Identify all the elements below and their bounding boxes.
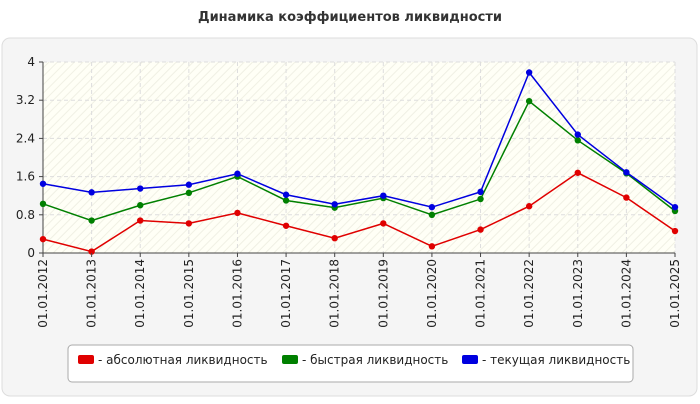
point: [39, 180, 47, 187]
point: [574, 169, 581, 176]
point: [282, 222, 290, 229]
x-tick-label: 01.01.2016: [230, 259, 244, 328]
point: [88, 189, 95, 196]
point: [477, 195, 484, 203]
legend-swatch: [78, 355, 94, 364]
x-tick-label: 01.01.2020: [425, 259, 439, 328]
x-tick-label: 01.01.2019: [376, 259, 390, 328]
point: [137, 185, 144, 192]
point: [282, 191, 290, 198]
point: [428, 203, 436, 211]
y-tick-label: 1.6: [16, 170, 35, 184]
point: [185, 220, 193, 227]
legend-label: - текущая ликвидность: [482, 353, 630, 367]
series-line: [42, 99, 676, 222]
point: [137, 202, 144, 209]
point: [380, 220, 387, 227]
point: [428, 211, 436, 218]
y-tick-label: 0.8: [16, 208, 35, 222]
point: [671, 227, 679, 235]
point: [39, 200, 47, 208]
point: [88, 217, 95, 224]
x-tick-label: 01.01.2023: [571, 259, 585, 328]
point: [525, 97, 533, 105]
chart-title: Динамика коэффициентов ликвидности: [198, 10, 502, 25]
x-tick-label: 01.01.2022: [522, 259, 536, 328]
point: [477, 188, 484, 196]
point: [137, 217, 144, 224]
x-tick-label: 01.01.2012: [36, 259, 50, 328]
x-tick-label: 01.01.2025: [668, 259, 682, 328]
point: [185, 181, 193, 188]
legend: [67, 344, 634, 383]
x-tick-label: 01.01.2014: [133, 259, 147, 328]
point: [331, 234, 338, 242]
point: [574, 137, 581, 144]
point: [39, 235, 47, 243]
series-line: [42, 71, 676, 208]
point: [623, 169, 630, 176]
x-tick-label: 01.01.2018: [328, 259, 342, 328]
point: [525, 69, 533, 76]
point: [428, 243, 436, 250]
legend-label: - быстрая ликвидность: [302, 353, 448, 367]
legend-swatch: [462, 355, 478, 364]
point: [380, 192, 387, 199]
x-tick-label: 01.01.2024: [619, 259, 633, 328]
point: [234, 209, 241, 217]
x-tick-label: 01.01.2017: [279, 259, 293, 328]
series-line: [42, 171, 676, 253]
point: [623, 194, 630, 201]
point: [525, 203, 533, 210]
x-tick-label: 01.01.2013: [85, 259, 99, 328]
y-tick-label: 4: [27, 55, 35, 69]
y-tick-label: 3.2: [16, 93, 35, 107]
point: [282, 197, 290, 204]
y-tick-label: 2.4: [16, 131, 35, 145]
point: [234, 170, 241, 177]
point: [574, 131, 581, 138]
plot-area: [43, 62, 675, 253]
point: [331, 201, 338, 208]
y-tick-label: 0: [27, 246, 35, 260]
point: [671, 203, 679, 211]
x-tick-label: 01.01.2021: [474, 259, 488, 328]
legend-label: - абсолютная ликвидность: [98, 353, 268, 367]
point: [185, 189, 193, 197]
legend-swatch: [282, 355, 298, 364]
point: [88, 248, 95, 255]
x-tick-label: 01.01.2015: [182, 259, 196, 328]
point: [477, 226, 484, 233]
